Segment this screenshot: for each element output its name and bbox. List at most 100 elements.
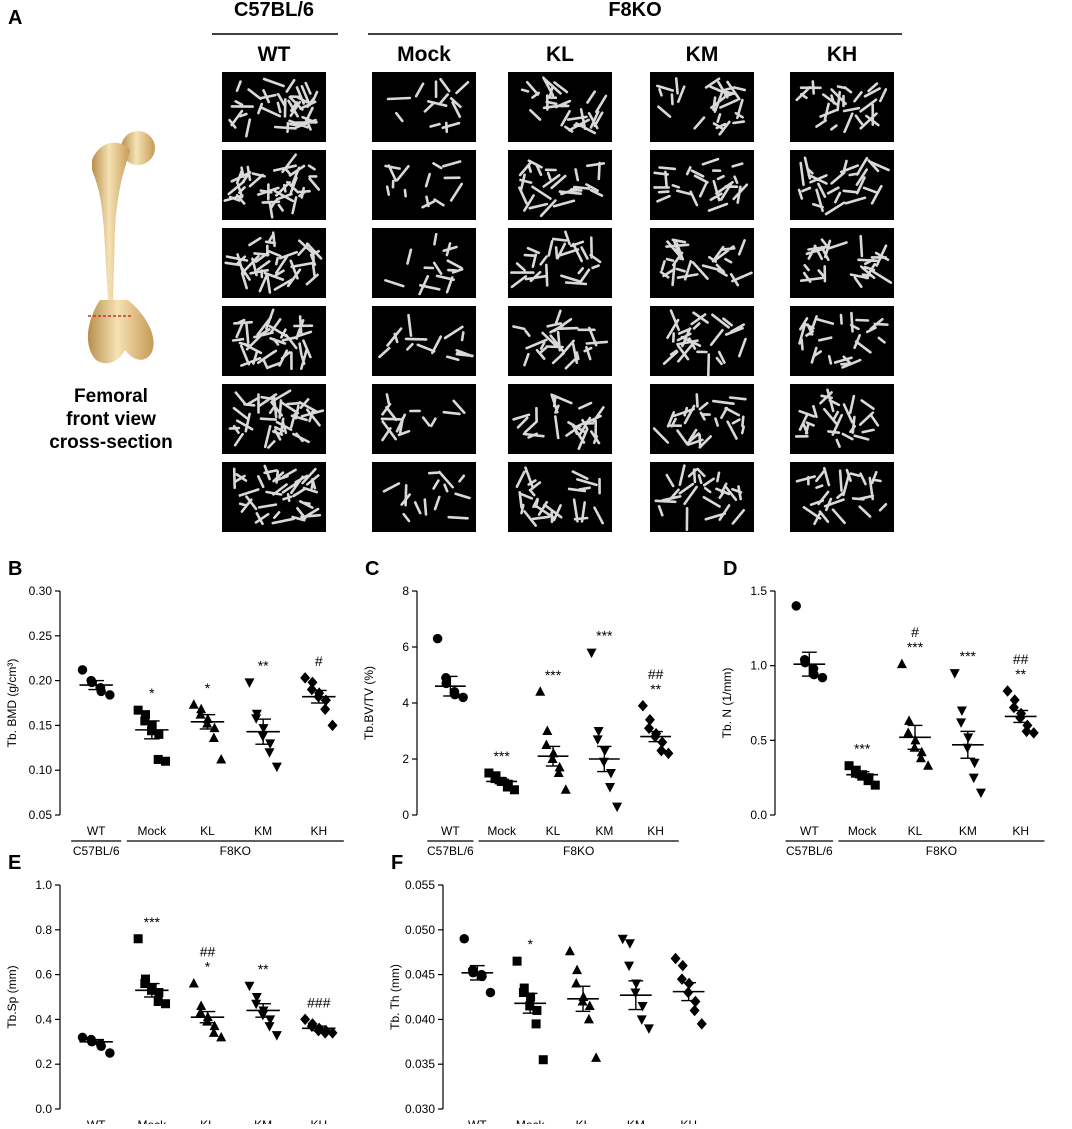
data-point bbox=[617, 934, 628, 945]
x-category-label: KL bbox=[200, 1118, 215, 1124]
x-category-label: WT bbox=[800, 824, 819, 838]
trabecular-structure bbox=[224, 231, 323, 294]
data-point bbox=[1008, 701, 1019, 714]
microct-tile bbox=[508, 228, 612, 298]
data-point bbox=[863, 776, 873, 786]
microct-background bbox=[372, 462, 476, 532]
trabecular-structure bbox=[232, 464, 322, 526]
data-point bbox=[300, 672, 311, 684]
data-point bbox=[968, 773, 979, 784]
microct-background bbox=[790, 150, 894, 220]
trabecular-structure bbox=[380, 393, 466, 442]
significance-annotation: ** bbox=[650, 681, 661, 697]
microct-tile bbox=[650, 384, 754, 454]
significance-annotation: # bbox=[911, 624, 919, 640]
data-point bbox=[791, 601, 801, 611]
data-point bbox=[949, 669, 960, 679]
y-axis-label: Tb. N (1/mm) bbox=[720, 668, 734, 739]
microct-tile bbox=[508, 150, 612, 220]
x-category-label: Mock bbox=[516, 1118, 546, 1124]
y-tick-label: 4 bbox=[402, 696, 409, 710]
data-point bbox=[154, 729, 164, 739]
y-tick-label: 0.2 bbox=[35, 1057, 52, 1071]
y-tick-label: 0.10 bbox=[29, 763, 53, 777]
y-tick-label: 1.0 bbox=[750, 659, 767, 673]
data-point bbox=[1009, 694, 1020, 706]
x-category-label: Mock bbox=[848, 824, 878, 838]
data-point bbox=[244, 981, 255, 992]
data-point bbox=[458, 692, 468, 703]
x-category-label: Mock bbox=[138, 1118, 168, 1124]
data-point bbox=[209, 722, 220, 733]
microct-tile bbox=[790, 384, 894, 454]
data-point bbox=[188, 978, 199, 988]
significance-annotation: * bbox=[149, 685, 155, 701]
data-point bbox=[689, 1004, 700, 1017]
data-point bbox=[105, 1048, 115, 1058]
femoral-head bbox=[121, 131, 155, 165]
panel-letter-a: A bbox=[8, 7, 22, 29]
microct-background bbox=[650, 228, 754, 298]
data-point bbox=[542, 725, 553, 735]
data-point bbox=[870, 780, 880, 790]
x-strain-label-ko: F8KO bbox=[926, 844, 957, 858]
column-header-wt: WT bbox=[258, 43, 291, 66]
data-point bbox=[188, 699, 199, 709]
significance-annotation: *** bbox=[596, 628, 613, 644]
trabecular-structure bbox=[794, 388, 880, 448]
significance-annotation: ## bbox=[648, 666, 664, 682]
data-point bbox=[844, 761, 854, 771]
microct-tile bbox=[372, 228, 476, 298]
data-point bbox=[161, 999, 171, 1009]
significance-annotation: # bbox=[315, 653, 323, 669]
y-tick-label: 0.040 bbox=[405, 1012, 435, 1026]
bone-caption-3: cross-section bbox=[49, 432, 173, 453]
y-tick-label: 0.8 bbox=[35, 923, 52, 937]
femur-distal-end bbox=[87, 300, 154, 364]
data-point bbox=[903, 727, 914, 737]
data-point bbox=[271, 762, 282, 773]
y-tick-label: 0.15 bbox=[29, 718, 53, 732]
y-tick-label: 0.0 bbox=[750, 808, 767, 822]
group-label-f8ko: F8KO bbox=[608, 0, 661, 21]
data-point bbox=[1021, 725, 1032, 738]
x-strain-label-wt: C57BL/6 bbox=[73, 844, 120, 858]
trabecular-structure bbox=[228, 77, 319, 138]
data-point bbox=[612, 802, 623, 813]
data-point bbox=[809, 669, 819, 680]
data-point bbox=[140, 710, 150, 720]
data-point bbox=[605, 783, 616, 793]
x-category-label: Mock bbox=[138, 824, 168, 838]
x-category-label: KL bbox=[576, 1118, 591, 1124]
data-point bbox=[251, 999, 262, 1010]
data-point bbox=[161, 756, 171, 766]
microct-tile bbox=[650, 150, 754, 220]
y-tick-label: 0.055 bbox=[405, 878, 435, 892]
trabecular-structure bbox=[520, 76, 608, 135]
data-point bbox=[271, 1031, 282, 1041]
data-point bbox=[96, 1041, 106, 1052]
microct-tile bbox=[790, 228, 894, 298]
trabecular-structure bbox=[510, 230, 602, 289]
y-tick-label: 1.0 bbox=[35, 878, 52, 892]
trabecular-structure bbox=[231, 308, 314, 370]
y-tick-label: 0.6 bbox=[35, 968, 52, 982]
microct-background bbox=[508, 72, 612, 142]
data-point bbox=[195, 709, 206, 719]
data-point bbox=[77, 1032, 88, 1043]
data-point bbox=[535, 686, 546, 696]
y-tick-label: 0.045 bbox=[405, 968, 435, 982]
panel-d: D 0.0 0.5 1.0 1.5 Tb. N (1/mm) WT Mock KL KM KH C57… bbox=[720, 558, 1045, 858]
y-axis-label: Tb.BV/TV (%) bbox=[362, 666, 376, 740]
trabecular-structure bbox=[512, 393, 605, 450]
data-point bbox=[690, 995, 701, 1008]
y-tick-label: 6 bbox=[402, 640, 409, 654]
y-tick-label: 1.5 bbox=[750, 584, 767, 598]
data-point bbox=[644, 714, 655, 726]
data-point bbox=[696, 1018, 707, 1030]
microct-tile bbox=[372, 150, 476, 220]
y-tick-label: 0.25 bbox=[29, 629, 53, 643]
data-point bbox=[1022, 719, 1033, 732]
